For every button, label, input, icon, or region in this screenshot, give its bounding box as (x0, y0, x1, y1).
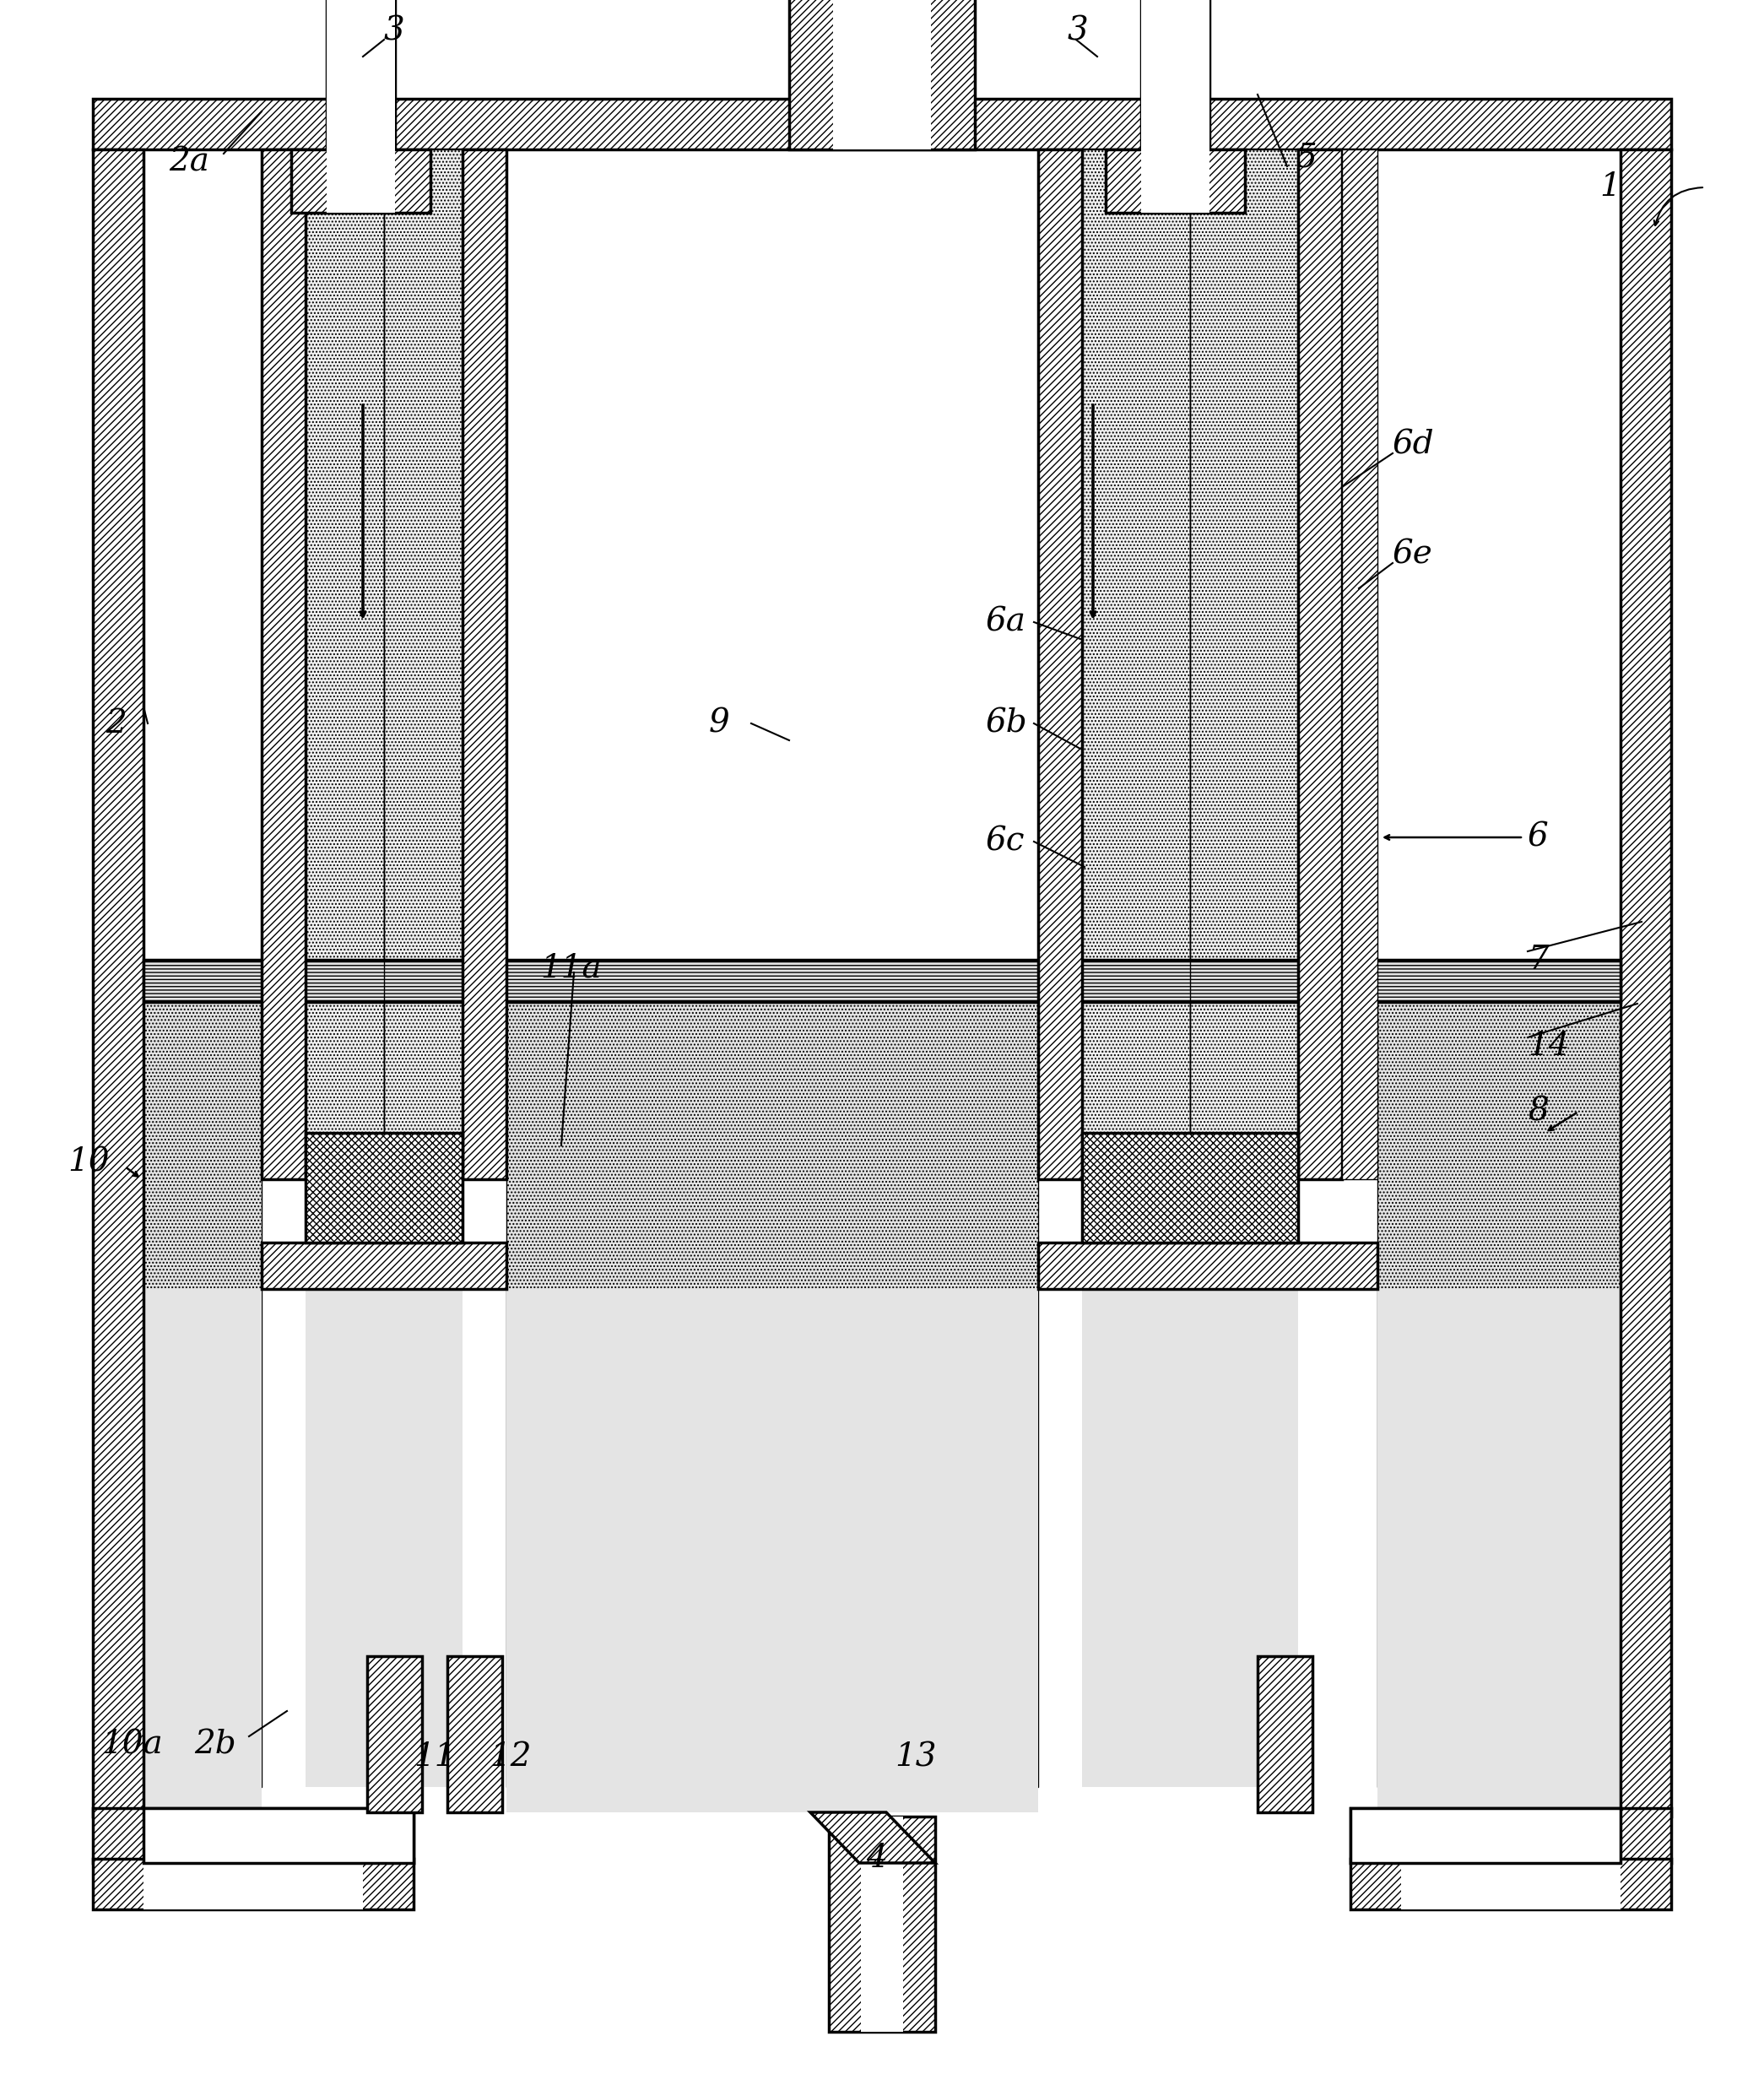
Text: 7: 7 (1528, 944, 1549, 975)
Text: 6d: 6d (1392, 429, 1434, 460)
Bar (462, 149, 506, 1180)
Bar (1351, 1809, 1671, 1862)
Bar (1081, 981, 1298, 1788)
Text: 11a: 11a (540, 952, 602, 983)
Bar (1141, 0, 1210, 149)
Bar (367, 1657, 422, 1813)
Text: 4: 4 (866, 1844, 887, 1875)
Text: 14: 14 (1528, 1031, 1570, 1062)
Bar (143, 1809, 413, 1862)
Bar (261, 1242, 506, 1288)
Bar (1621, 149, 1671, 1817)
Bar (1298, 149, 1342, 1180)
Text: 6e: 6e (1392, 539, 1432, 570)
Bar (789, 0, 975, 149)
Bar (261, 149, 305, 1180)
Text: 13: 13 (894, 1742, 937, 1773)
Bar (93, 100, 1671, 149)
Bar (326, 0, 395, 149)
Text: 6: 6 (1528, 821, 1549, 852)
Bar (1141, 0, 1210, 214)
Bar (93, 149, 143, 1817)
Bar (143, 981, 261, 1788)
Text: 9: 9 (709, 707, 730, 738)
Text: 10a: 10a (101, 1730, 162, 1761)
Text: 2: 2 (106, 707, 127, 738)
Text: 11: 11 (413, 1742, 455, 1773)
Bar (1081, 1132, 1298, 1242)
Text: 12: 12 (490, 1742, 531, 1773)
Text: 2b: 2b (194, 1730, 236, 1761)
Bar (1039, 1242, 1378, 1288)
Bar (1191, 149, 1298, 1180)
Bar (143, 149, 1621, 1817)
Bar (829, 1817, 935, 2033)
Bar (93, 1858, 413, 1910)
Bar (1081, 149, 1191, 1180)
Text: 3: 3 (1067, 17, 1088, 48)
Bar (1378, 1288, 1621, 1813)
Bar (385, 149, 462, 1180)
Bar (291, 149, 430, 214)
Text: 8: 8 (1528, 1095, 1549, 1128)
Bar (1351, 1809, 1621, 1862)
Text: 6a: 6a (986, 606, 1027, 637)
Bar (1351, 1858, 1671, 1910)
Bar (305, 149, 385, 1180)
Bar (1039, 149, 1081, 1180)
Bar (143, 1288, 261, 1813)
Bar (326, 0, 395, 214)
Bar (305, 981, 462, 1788)
Bar (1106, 149, 1245, 214)
Bar (506, 981, 1039, 1788)
Text: 1: 1 (1600, 172, 1621, 203)
Bar (1378, 981, 1621, 1788)
Polygon shape (810, 1813, 935, 1862)
Bar (861, 1817, 903, 2033)
Text: 2a: 2a (169, 147, 210, 178)
Bar (143, 960, 1621, 1002)
Text: 3: 3 (385, 17, 406, 48)
Bar (448, 1657, 503, 1813)
Bar (305, 1132, 462, 1242)
Bar (1401, 1809, 1621, 1910)
Text: 5: 5 (1295, 143, 1316, 174)
Bar (506, 1288, 1039, 1813)
Bar (93, 1809, 413, 1862)
Bar (1258, 1657, 1312, 1813)
Bar (833, 0, 931, 149)
Bar (1342, 149, 1378, 1180)
Text: 6b: 6b (986, 707, 1028, 738)
Text: 6c: 6c (986, 825, 1025, 857)
Text: 10: 10 (67, 1147, 109, 1178)
Bar (143, 1809, 363, 1910)
